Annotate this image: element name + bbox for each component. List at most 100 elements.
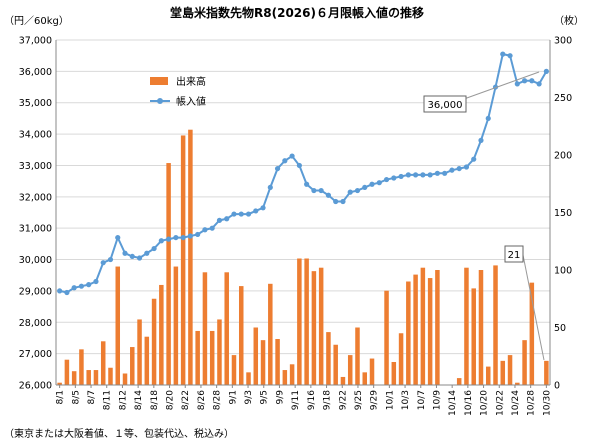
volume-bar	[406, 281, 411, 385]
callout-line-price	[463, 71, 540, 100]
price-point	[463, 164, 470, 170]
x-tick-label: 9/5	[260, 390, 270, 404]
x-tick-label: 10/28	[527, 390, 537, 416]
price-point	[64, 289, 70, 296]
x-tick-label: 10/7	[417, 390, 427, 410]
price-point	[362, 184, 368, 191]
volume-bar	[398, 333, 404, 385]
volume-bar	[318, 267, 324, 385]
price-point	[442, 170, 448, 176]
legend-bar-swatch	[150, 77, 168, 85]
legend-bar-label: 出来高	[176, 75, 206, 88]
legend: 出来高 帳入値	[150, 75, 206, 108]
volume-bar	[544, 360, 549, 385]
volume-bar	[224, 272, 229, 385]
left-tick-label: 30,000	[19, 255, 52, 266]
x-tick-label: 10/3	[401, 390, 411, 410]
x-tick-label: 8/11	[103, 390, 113, 410]
price-point	[78, 283, 85, 289]
x-tick-label: 8/14	[134, 390, 144, 410]
left-tick-label: 27,000	[19, 349, 52, 360]
price-point	[173, 234, 179, 241]
volume-bar	[464, 267, 469, 385]
left-axis-unit: （円／60kg）	[4, 15, 69, 27]
price-point	[158, 238, 164, 244]
volume-bar	[384, 290, 389, 385]
volume-bar	[151, 298, 157, 385]
volume-bar	[144, 336, 150, 385]
price-point	[267, 184, 273, 191]
volume-bar	[159, 284, 164, 385]
callout-box-volume	[504, 245, 524, 263]
volume-bar	[173, 266, 179, 385]
price-point	[129, 253, 135, 260]
price-point	[449, 167, 455, 173]
price-point	[333, 198, 339, 205]
x-tick-label: 10/24	[511, 390, 521, 416]
volume-bar	[435, 270, 440, 385]
right-tick-label: 100	[554, 266, 572, 277]
callouts: 36,000 21	[423, 71, 545, 361]
volume-bar	[485, 366, 491, 385]
volume-bar	[420, 267, 426, 385]
volume-bar	[347, 355, 353, 385]
volume-bar	[297, 258, 302, 385]
price-point	[151, 245, 157, 252]
price-point	[216, 217, 223, 223]
volume-bar	[326, 332, 331, 385]
volume-bar	[391, 362, 397, 385]
right-tick-label: 300	[554, 36, 572, 47]
price-point	[434, 170, 440, 176]
price-point	[195, 231, 201, 238]
volume-bar	[100, 341, 106, 385]
x-tick-label: 9/3	[244, 390, 254, 404]
volume-bar	[93, 370, 99, 385]
x-tick-label: 8/26	[197, 390, 207, 410]
price-point	[507, 53, 513, 59]
price-point	[122, 250, 128, 256]
price-point	[405, 172, 411, 178]
volume-bar	[57, 382, 62, 385]
x-tick-label: 10/1	[385, 390, 395, 410]
price-point	[282, 158, 288, 164]
volume-bar	[413, 274, 418, 385]
volume-bar	[355, 327, 360, 385]
price-point	[521, 78, 528, 84]
x-tick-label: 10/30	[542, 390, 552, 416]
price-point	[347, 189, 353, 195]
x-tick-label: 9/22	[338, 390, 348, 410]
callout-box-price	[423, 95, 467, 113]
volume-bar	[195, 330, 200, 385]
volume-bar	[500, 360, 506, 385]
x-tick-label: 10/22	[495, 390, 505, 416]
x-tick-label: 10/20	[480, 390, 490, 416]
volume-bar	[137, 319, 142, 385]
price-point	[340, 198, 346, 205]
volume-bar	[304, 258, 309, 385]
volume-bar	[64, 359, 70, 385]
price-point	[238, 211, 244, 217]
x-tick-label: 10/9	[432, 390, 442, 410]
volume-bar	[188, 129, 193, 385]
volume-bar	[246, 372, 251, 385]
price-point	[325, 192, 332, 198]
x-tick-label: 9/29	[370, 390, 380, 410]
price-point	[311, 187, 317, 194]
price-point	[391, 175, 397, 181]
left-tick-label: 31,000	[19, 224, 52, 235]
price-point	[231, 211, 237, 217]
chart-footnote: （東京または大阪着値、１等、包装代込、税込み）	[4, 427, 234, 440]
price-point	[260, 205, 266, 211]
volume-bar	[86, 370, 91, 385]
price-point	[115, 234, 121, 241]
price-point	[543, 68, 549, 74]
price-point	[354, 187, 361, 194]
right-axis-unit: （枚）	[554, 14, 584, 27]
price-point	[86, 282, 92, 288]
x-tick-label: 9/16	[307, 390, 317, 410]
volume-bar	[289, 364, 295, 385]
axes: 26,000 27,000 28,000 29,000 30,000 31,000 32,0…	[19, 36, 572, 416]
volume-bar	[108, 367, 113, 385]
volume-bar	[71, 371, 77, 385]
